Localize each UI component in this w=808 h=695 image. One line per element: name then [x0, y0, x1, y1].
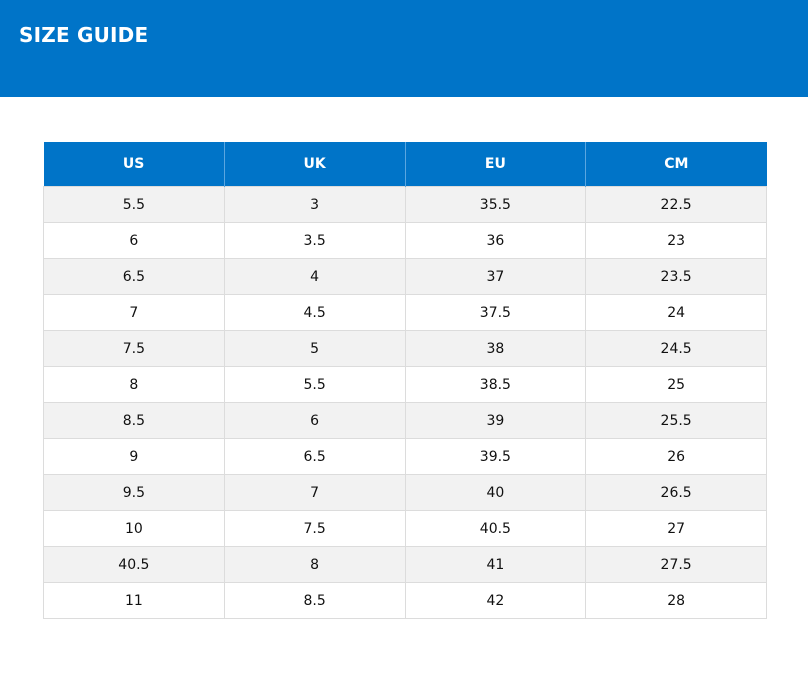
column-header-uk: UK [224, 142, 406, 187]
cell-cm: 26.5 [585, 474, 767, 511]
table-row: 8.5 6 39 25.5 [43, 402, 767, 439]
cell-uk: 6.5 [223, 438, 406, 475]
cell-us: 10 [43, 510, 225, 547]
table-row: 11 8.5 42 28 [43, 582, 767, 619]
cell-cm: 27.5 [585, 546, 767, 583]
cell-eu: 41 [404, 546, 587, 583]
cell-us: 9 [43, 438, 225, 475]
cell-cm: 26 [585, 438, 767, 475]
cell-cm: 23 [585, 222, 767, 259]
cell-uk: 8.5 [223, 582, 406, 619]
table-row: 7.5 5 38 24.5 [43, 330, 767, 367]
cell-uk: 6 [223, 402, 406, 439]
cell-eu: 39 [404, 402, 587, 439]
table-header-row: US UK EU CM [43, 142, 767, 187]
cell-us: 6 [43, 222, 225, 259]
cell-uk: 3 [223, 186, 406, 223]
cell-uk: 8 [223, 546, 406, 583]
cell-eu: 42 [404, 582, 587, 619]
cell-cm: 25 [585, 366, 767, 403]
cell-us: 7 [43, 294, 225, 331]
page-header: SIZE GUIDE [0, 0, 808, 97]
cell-cm: 27 [585, 510, 767, 547]
cell-us: 9.5 [43, 474, 225, 511]
cell-us: 8.5 [43, 402, 225, 439]
cell-uk: 4.5 [223, 294, 406, 331]
table-row: 6.5 4 37 23.5 [43, 258, 767, 295]
cell-eu: 40 [404, 474, 587, 511]
table-row: 7 4.5 37.5 24 [43, 294, 767, 331]
size-guide-table: US UK EU CM 5.5 3 35.5 22.5 6 3.5 36 23 … [43, 142, 767, 619]
cell-uk: 4 [223, 258, 406, 295]
cell-cm: 23.5 [585, 258, 767, 295]
table-row: 9 6.5 39.5 26 [43, 438, 767, 475]
cell-uk: 5 [223, 330, 406, 367]
column-header-us: US [43, 142, 225, 187]
cell-eu: 36 [404, 222, 587, 259]
cell-eu: 40.5 [404, 510, 587, 547]
cell-us: 6.5 [43, 258, 225, 295]
cell-cm: 22.5 [585, 186, 767, 223]
table-row: 5.5 3 35.5 22.5 [43, 186, 767, 223]
cell-eu: 39.5 [404, 438, 587, 475]
column-header-eu: EU [405, 142, 587, 187]
cell-eu: 38 [404, 330, 587, 367]
cell-uk: 5.5 [223, 366, 406, 403]
table-body: 5.5 3 35.5 22.5 6 3.5 36 23 6.5 4 37 23.… [43, 186, 767, 619]
cell-eu: 37 [404, 258, 587, 295]
cell-eu: 37.5 [404, 294, 587, 331]
cell-eu: 38.5 [404, 366, 587, 403]
table-row: 9.5 7 40 26.5 [43, 474, 767, 511]
table-row: 8 5.5 38.5 25 [43, 366, 767, 403]
cell-eu: 35.5 [404, 186, 587, 223]
cell-us: 7.5 [43, 330, 225, 367]
cell-us: 40.5 [43, 546, 225, 583]
cell-cm: 25.5 [585, 402, 767, 439]
cell-us: 5.5 [43, 186, 225, 223]
cell-us: 8 [43, 366, 225, 403]
table-row: 6 3.5 36 23 [43, 222, 767, 259]
cell-cm: 28 [585, 582, 767, 619]
cell-uk: 3.5 [223, 222, 406, 259]
table-row: 40.5 8 41 27.5 [43, 546, 767, 583]
table-row: 10 7.5 40.5 27 [43, 510, 767, 547]
cell-uk: 7 [223, 474, 406, 511]
cell-us: 11 [43, 582, 225, 619]
cell-cm: 24 [585, 294, 767, 331]
page-title: SIZE GUIDE [19, 23, 149, 47]
cell-cm: 24.5 [585, 330, 767, 367]
cell-uk: 7.5 [223, 510, 406, 547]
column-header-cm: CM [585, 142, 767, 187]
